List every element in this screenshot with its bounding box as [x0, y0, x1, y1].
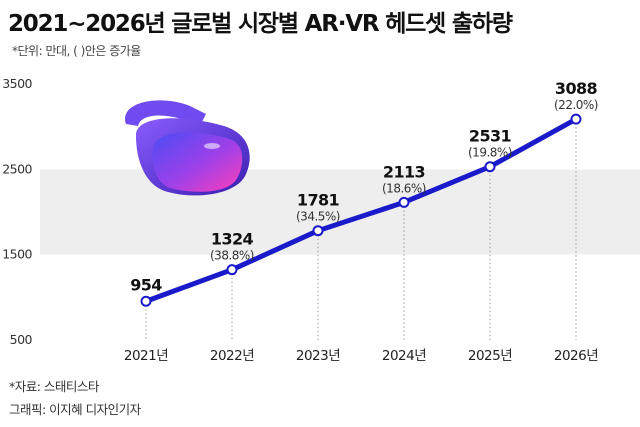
background-bands	[40, 169, 640, 255]
data-point	[570, 113, 582, 125]
growth-rate-label: (34.5%)	[296, 210, 340, 224]
data-point	[140, 295, 152, 307]
credit-note: 그래픽: 이지혜 디자인기자	[9, 402, 141, 417]
y-axis-ticks: 500 1500 2500 3500	[2, 76, 33, 347]
unit-note: *단위: 만대, ( )안은 증가율	[12, 44, 141, 58]
data-value-label: 3088	[555, 79, 598, 98]
y-tick-label: 500	[10, 332, 33, 347]
data-value-label: 1324	[211, 230, 254, 249]
x-tick-label: 2021년	[124, 348, 168, 364]
data-value-label: 1781	[297, 191, 340, 210]
data-labels: 954 1324(38.8%) 1781(34.5%) 2113(18.6%) 2531…	[130, 79, 598, 294]
source-note: *자료: 스태티스타	[9, 379, 99, 394]
growth-rate-label: (19.8%)	[468, 146, 512, 160]
data-value-label: 954	[130, 275, 162, 294]
x-tick-label: 2026년	[554, 348, 598, 364]
data-point	[484, 161, 496, 173]
y-tick-label: 3500	[2, 76, 32, 91]
x-tick-label: 2025년	[468, 348, 512, 364]
chart-title: 2021~2026년 글로벌 시장별 AR·VR 헤드셋 출하량	[8, 11, 513, 37]
drop-lines	[145, 119, 577, 340]
x-tick-label: 2022년	[210, 348, 254, 364]
data-value-label: 2531	[469, 127, 512, 146]
data-point	[312, 225, 324, 237]
y-tick-label: 1500	[2, 247, 32, 262]
data-point	[398, 196, 410, 208]
y-tick-label: 2500	[2, 161, 32, 176]
data-point	[226, 264, 238, 276]
x-tick-label: 2023년	[296, 348, 340, 364]
x-tick-label: 2024년	[382, 348, 426, 364]
data-points	[140, 113, 582, 307]
x-axis-ticks: 2021년 2022년 2023년 2024년 2025년 2026년	[124, 348, 599, 364]
growth-rate-label: (18.6%)	[382, 181, 426, 195]
vr-headset-icon	[125, 100, 250, 196]
data-value-label: 2113	[383, 162, 425, 181]
series-line	[143, 116, 579, 304]
growth-rate-label: (38.8%)	[210, 249, 254, 263]
background-band	[40, 169, 640, 255]
growth-rate-label: (22.0%)	[554, 98, 598, 112]
